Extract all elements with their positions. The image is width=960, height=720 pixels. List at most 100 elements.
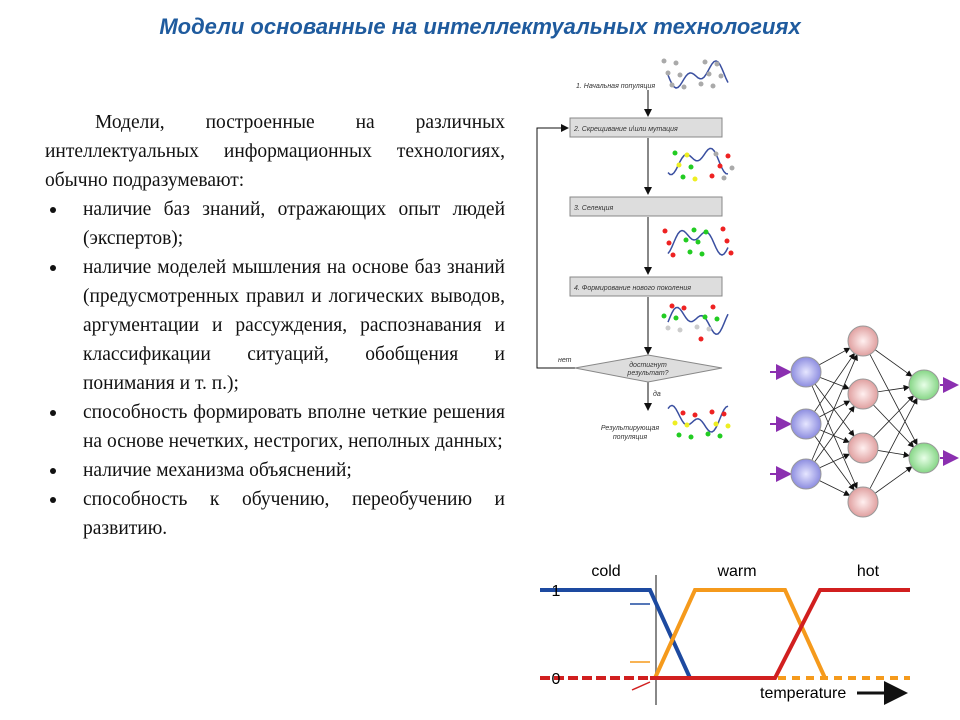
individual xyxy=(720,226,726,232)
individual xyxy=(709,173,715,179)
hidden-node xyxy=(847,325,879,357)
individual xyxy=(662,228,668,234)
individual xyxy=(717,163,723,169)
output-node xyxy=(908,369,940,401)
individual xyxy=(710,83,716,89)
individual xyxy=(702,59,708,65)
hidden-node xyxy=(847,378,879,410)
individual xyxy=(677,72,683,78)
individual xyxy=(718,73,724,79)
yes-label: да xyxy=(653,390,661,398)
individual xyxy=(680,410,686,416)
individual xyxy=(710,304,716,310)
decision-label: результат? xyxy=(626,370,668,377)
individual xyxy=(713,421,719,427)
bullet-item: наличие моделей мышления на основе баз з… xyxy=(45,253,505,398)
bullet-item: способность формировать вполне четкие ре… xyxy=(45,398,505,456)
result-label: Результирующая xyxy=(601,425,660,432)
individual xyxy=(706,326,712,332)
individual xyxy=(672,150,678,156)
individual xyxy=(705,431,711,437)
axis-label-bg xyxy=(757,684,857,702)
individual xyxy=(699,251,705,257)
individual xyxy=(687,249,693,255)
input-node xyxy=(790,356,822,388)
population-plots xyxy=(661,58,735,440)
individual xyxy=(673,315,679,321)
individual xyxy=(669,82,675,88)
individual xyxy=(725,153,731,159)
individual xyxy=(702,314,708,320)
bullet-list: наличие баз знаний, отражающих опыт люде… xyxy=(45,195,505,543)
individual xyxy=(713,151,719,157)
input-node xyxy=(790,408,822,440)
individual xyxy=(670,252,676,258)
step-label: 4. Формирование нового поколения xyxy=(574,285,691,292)
individual xyxy=(695,239,701,245)
bullet xyxy=(50,497,56,503)
individual xyxy=(721,411,727,417)
axis-label: temperature xyxy=(760,685,846,702)
individual xyxy=(688,434,694,440)
individual xyxy=(692,176,698,182)
bullet-text: способность формировать вполне четкие ре… xyxy=(83,402,505,452)
connection xyxy=(862,340,918,446)
individual xyxy=(665,70,671,76)
intro: Модели, построенные на различных интелле… xyxy=(45,112,505,191)
individual xyxy=(681,84,687,90)
fuzzy-label: warm xyxy=(716,563,756,580)
slide-title: Модели основанные на интеллектуальных те… xyxy=(159,14,801,39)
output-node xyxy=(908,442,940,474)
individual xyxy=(714,316,720,322)
individual xyxy=(698,81,704,87)
individual xyxy=(691,227,697,233)
fuzzy-label: hot xyxy=(857,563,880,580)
fuzzy-label: cold xyxy=(591,563,620,580)
wiggle xyxy=(667,306,729,335)
individual xyxy=(677,327,683,333)
individual xyxy=(666,240,672,246)
individual xyxy=(672,420,678,426)
individual xyxy=(714,61,720,67)
step-label: 3. Селекция xyxy=(574,205,614,212)
text-block: Модели, построенные на различных интелле… xyxy=(45,108,505,543)
individual xyxy=(683,237,689,243)
hidden-node xyxy=(847,432,879,464)
individual xyxy=(673,60,679,66)
bullet-text: способность к обучению, переобучению и р… xyxy=(83,489,505,539)
individual xyxy=(688,164,694,170)
wiggle xyxy=(667,229,729,256)
bullet-item: наличие механизма объяснений; xyxy=(45,456,505,485)
connection xyxy=(805,354,858,475)
hidden-node xyxy=(847,486,879,518)
bullet-text: наличие баз знаний, отражающих опыт люде… xyxy=(83,199,505,249)
individual xyxy=(665,325,671,331)
individual xyxy=(681,305,687,311)
individual xyxy=(680,174,686,180)
bullet-item: наличие баз знаний, отражающих опыт люде… xyxy=(45,195,505,253)
connection xyxy=(862,397,918,503)
individual xyxy=(717,433,723,439)
decision-label: достигнут xyxy=(629,361,667,369)
bullet xyxy=(50,410,56,416)
individual xyxy=(676,432,682,438)
individual xyxy=(729,165,735,171)
bullet-text: наличие моделей мышления на основе баз з… xyxy=(83,257,505,394)
connection xyxy=(805,371,858,489)
individual xyxy=(684,422,690,428)
flowchart xyxy=(536,90,723,411)
individual xyxy=(698,336,704,342)
individual xyxy=(709,409,715,415)
individual xyxy=(692,412,698,418)
individual xyxy=(669,303,675,309)
step-label: 1. Начальная популяция xyxy=(576,83,655,90)
step-label: 2. Скрещивание и\или мутация xyxy=(573,126,678,133)
individual xyxy=(661,313,667,319)
individual xyxy=(676,162,682,168)
individual xyxy=(684,152,690,158)
bullet xyxy=(50,265,56,271)
neural-network xyxy=(770,325,959,518)
individual xyxy=(725,423,731,429)
individual xyxy=(706,71,712,77)
